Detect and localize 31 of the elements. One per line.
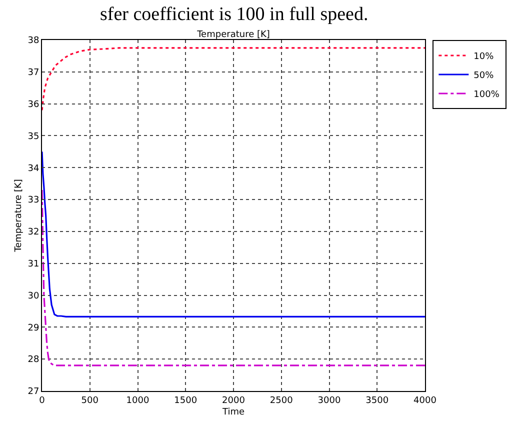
y-tick-label: 36 (28, 100, 40, 110)
chart-title: Temperature [K] (196, 30, 270, 40)
y-tick-label: 32 (28, 228, 40, 238)
x-axis-title: Time (221, 408, 245, 418)
x-tick-label: 4000 (414, 396, 437, 406)
x-tick-label: 1000 (126, 396, 150, 406)
y-tick-label: 38 (28, 36, 40, 46)
line-series (42, 189, 425, 366)
y-tick-label: 27 (28, 387, 40, 398)
x-tick-label: 2000 (222, 396, 246, 406)
x-tick-label: 0 (39, 396, 46, 406)
legend-label: 10% (474, 52, 494, 62)
x-tick-label: 2500 (270, 396, 294, 406)
y-tick-label: 35 (28, 132, 40, 142)
x-tick-label: 3000 (318, 396, 341, 406)
y-tick-label: 30 (28, 291, 40, 302)
legend-label: 50% (474, 71, 494, 82)
text: sfer coefficient is 100 in full speed. (100, 4, 368, 25)
line-series (42, 150, 425, 318)
y-tick-label: 28 (28, 355, 40, 366)
y-tick-label: 33 (28, 196, 40, 206)
y-tick-label: 31 (28, 260, 40, 270)
y-tick-label: 34 (28, 164, 40, 174)
y-axis-title: Temperature [K] (14, 179, 24, 253)
y-tick-label: 37 (28, 68, 40, 78)
line-series (42, 47, 425, 111)
x-tick-label: 1500 (174, 396, 198, 406)
x-tick-label: 500 (81, 396, 99, 406)
legend-label: 100% (474, 90, 500, 100)
y-tick-label: 29 (28, 323, 40, 334)
x-tick-label: 3500 (366, 396, 389, 406)
